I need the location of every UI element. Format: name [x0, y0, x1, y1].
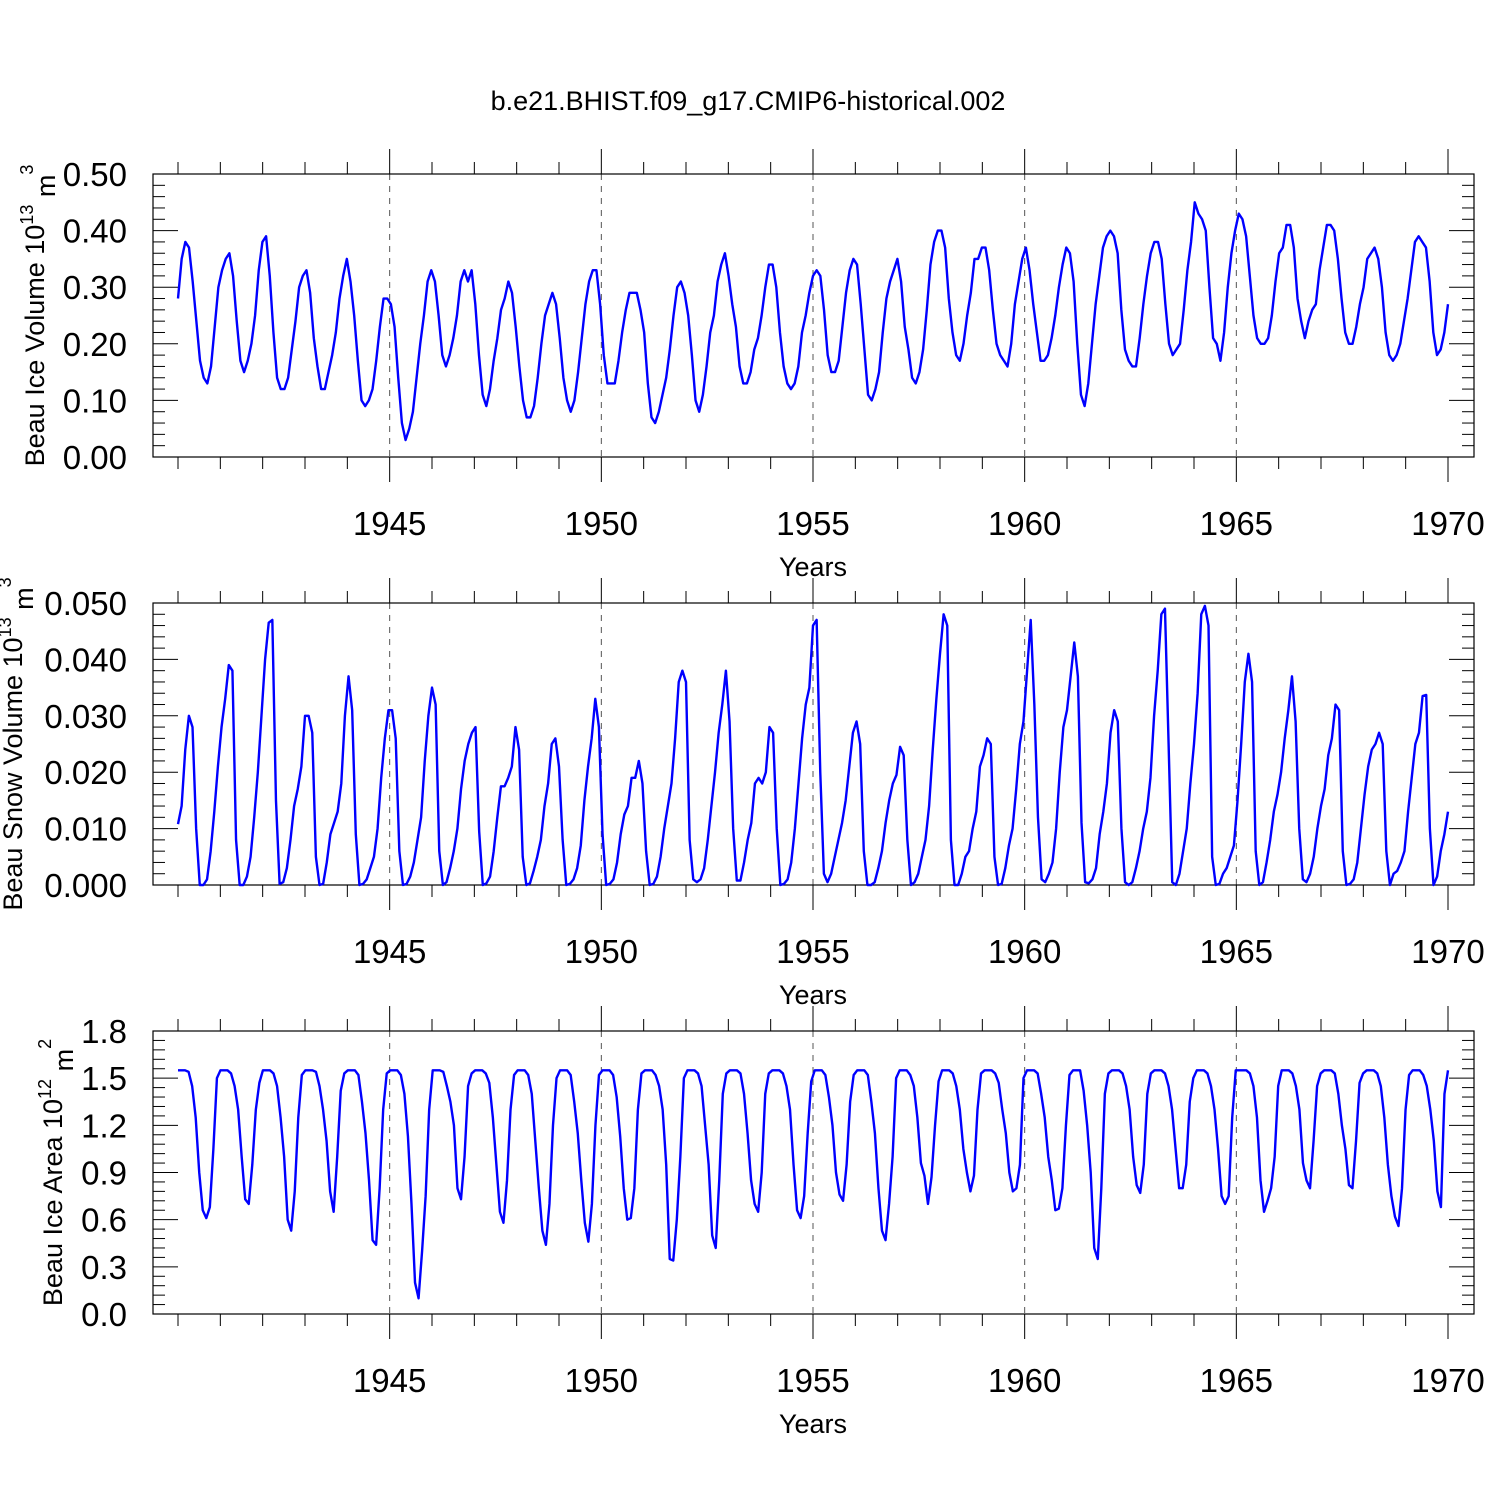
y-tick-label: 0.9	[81, 1155, 127, 1192]
y-tick-label: 0.020	[44, 754, 127, 791]
x-tick-label: 1970	[1411, 1362, 1484, 1399]
y-axis-title: Beau Ice Volume 1013 m3	[17, 165, 61, 467]
x-tick-label: 1955	[776, 933, 849, 970]
plot-frame	[152, 602, 1475, 886]
x-tick-label: 1960	[988, 1362, 1061, 1399]
y-tick-label: 0.040	[44, 641, 127, 678]
y-tick-label: 0.0	[81, 1296, 127, 1333]
x-tick-label: 1960	[988, 505, 1061, 542]
chart-panels: 0.00 0.10 0.20 0.30 0.40 0.50 1945 1950 1955 1960…	[0, 149, 1485, 1439]
y-tick-label: 0.6	[81, 1202, 127, 1239]
x-tick-label: 1945	[353, 505, 426, 542]
y-tick-label: 0.3	[81, 1249, 127, 1286]
panel-ice-area: 0.0 0.3 0.6 0.9 1.2 1.5 1.8 1945 1950 1955 1960 196…	[35, 1006, 1485, 1439]
y-tick-label: 1.8	[81, 1013, 127, 1050]
y-tick-label: 0.40	[63, 213, 127, 250]
y-tick-label: 0.30	[63, 269, 127, 306]
x-tick-label: 1945	[353, 1362, 426, 1399]
x-tick-label: 1970	[1411, 505, 1484, 542]
series-line-ice-area	[178, 1069, 1450, 1300]
y-tick-label: 0.000	[44, 867, 127, 904]
panel-ice-volume: 0.00 0.10 0.20 0.30 0.40 0.50 1945 1950 1955 1960…	[17, 149, 1485, 582]
y-tick-label: 0.10	[63, 382, 127, 419]
x-axis-title: Years	[779, 980, 847, 1010]
x-tick-label: 1965	[1200, 1362, 1273, 1399]
y-tick-label: 0.010	[44, 811, 127, 848]
x-tick-label: 1945	[353, 933, 426, 970]
y-tick-label: 1.5	[81, 1060, 127, 1097]
series-line-snow-volume	[176, 604, 1450, 887]
x-tick-label: 1970	[1411, 933, 1484, 970]
x-tick-label: 1950	[565, 933, 638, 970]
figure-title: b.e21.BHIST.f09_g17.CMIP6-historical.002	[491, 86, 1006, 116]
x-tick-label: 1955	[776, 505, 849, 542]
x-tick-label: 1950	[565, 1362, 638, 1399]
y-tick-label: 0.050	[44, 585, 127, 622]
x-tick-label: 1960	[988, 933, 1061, 970]
y-axis-title: Beau Ice Area 1012 m2	[35, 1039, 79, 1306]
x-axis-title: Years	[779, 552, 847, 582]
panel-snow-volume: 0.000 0.010 0.020 0.030 0.040 0.050 1945 1950 19…	[0, 577, 1485, 1010]
y-tick-label: 0.50	[63, 156, 127, 193]
x-tick-label: 1950	[565, 505, 638, 542]
x-tick-label: 1955	[776, 1362, 849, 1399]
x-tick-label: 1965	[1200, 933, 1273, 970]
y-tick-label: 0.20	[63, 326, 127, 363]
y-tick-label: 1.2	[81, 1107, 127, 1144]
x-tick-label: 1965	[1200, 505, 1273, 542]
x-axis-title: Years	[779, 1409, 847, 1439]
y-axis-title: Beau Snow Volume 1013 m3	[0, 577, 39, 910]
y-tick-label: 0.030	[44, 698, 127, 735]
y-tick-label: 0.00	[63, 439, 127, 476]
series-line-ice-volume	[176, 201, 1450, 442]
